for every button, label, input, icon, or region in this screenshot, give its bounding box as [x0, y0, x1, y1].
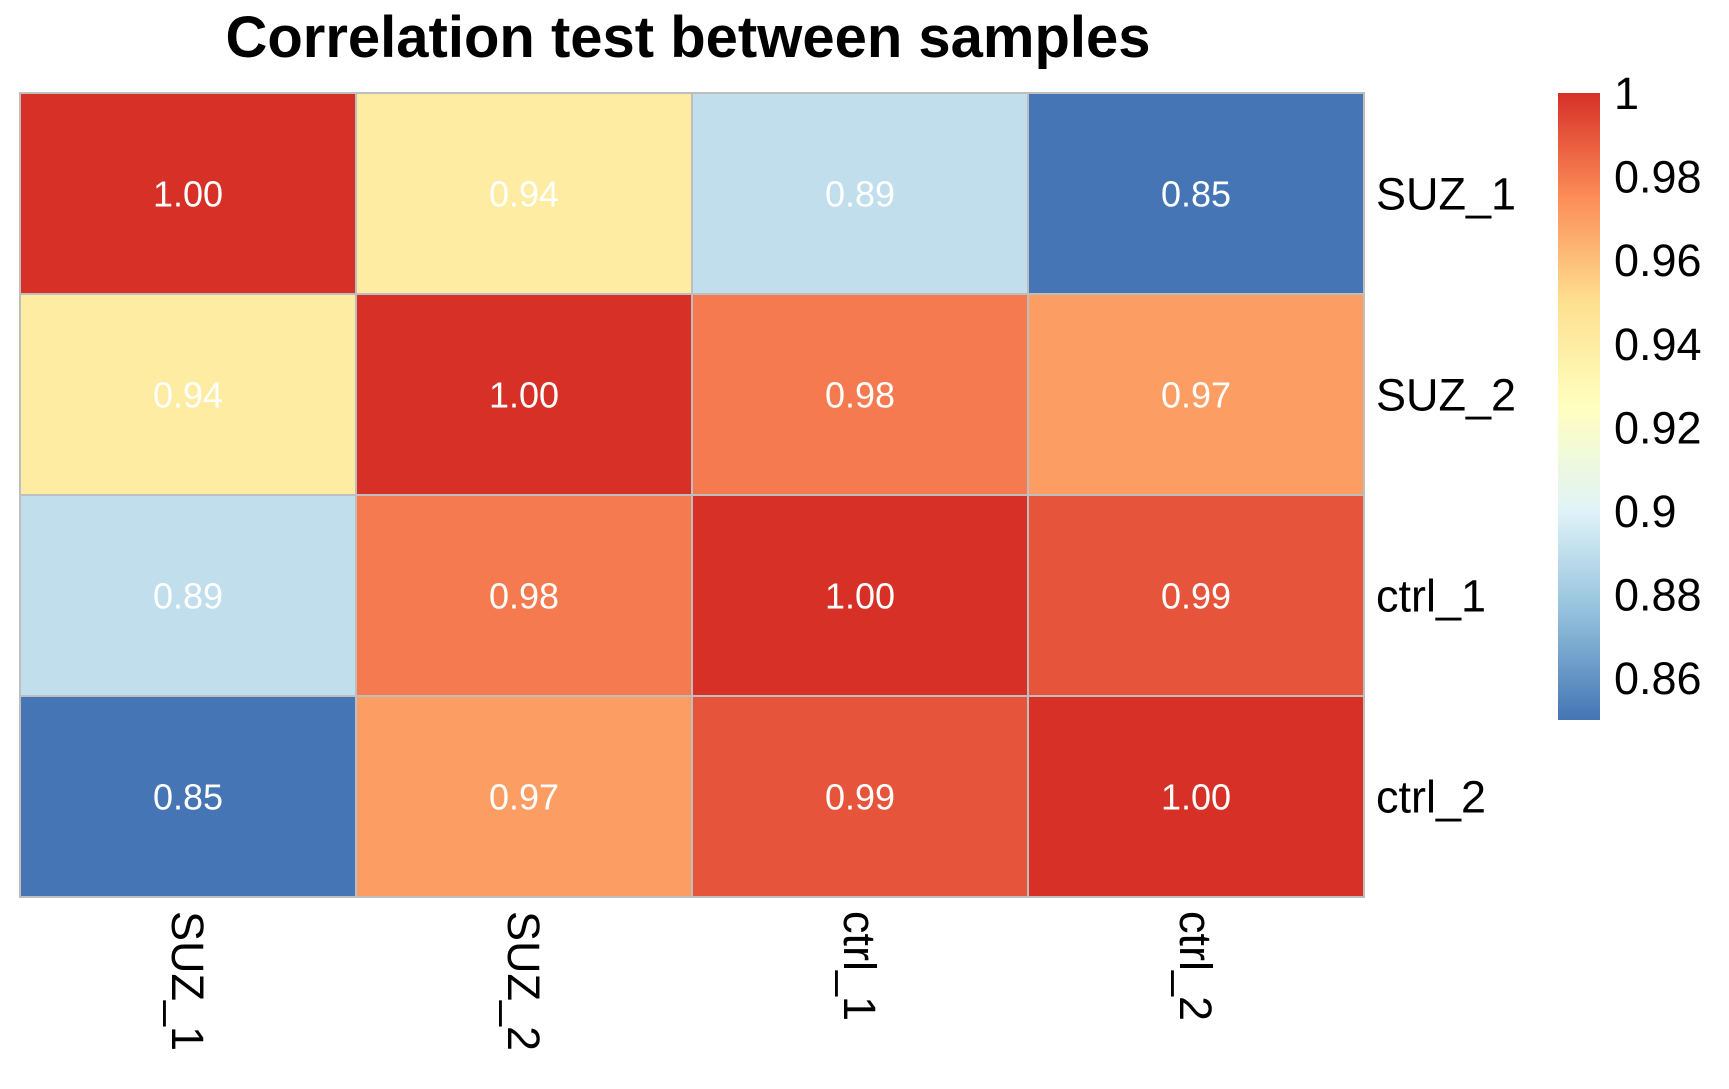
- legend-tick-label: 0.86: [1614, 653, 1702, 704]
- row-label: ctrl_2: [1376, 772, 1486, 823]
- heatmap-cell: [19, 92, 357, 295]
- heatmap-cell: [691, 695, 1029, 898]
- cell-value-label: 0.94: [153, 375, 223, 416]
- cell-value-label: 0.94: [489, 174, 559, 215]
- cell-value-label: 0.97: [489, 777, 559, 818]
- cell-value-label: 0.98: [489, 576, 559, 617]
- column-label: ctrl_1: [834, 911, 885, 1021]
- legend-tick-label: 0.9: [1614, 486, 1677, 537]
- cell-value-label: 1.00: [1161, 777, 1231, 818]
- heatmap-cell: [1027, 293, 1365, 496]
- legend-tick-label: 0.92: [1614, 402, 1702, 453]
- legend-tick-label: 0.88: [1614, 570, 1702, 621]
- row-label: ctrl_1: [1376, 571, 1486, 622]
- legend-tick-label: 0.94: [1614, 319, 1702, 370]
- row-label: SUZ_2: [1376, 370, 1516, 421]
- heatmap-cell: [1027, 494, 1365, 697]
- heatmap-cell: [355, 92, 693, 295]
- row-label: SUZ_1: [1376, 169, 1516, 220]
- chart-title: Correlation test between samples: [225, 5, 1150, 70]
- heatmap-cell: [1027, 695, 1365, 898]
- heatmap-cell: [1027, 92, 1365, 295]
- legend-tick-label: 0.98: [1614, 152, 1702, 203]
- heatmap-cells: 1.00 0.94 0.89 0.85 0.94 1.00 0.98 0.97 0.89 0.98…: [19, 92, 1365, 898]
- cell-value-label: 0.85: [1161, 174, 1231, 215]
- cell-value-label: 1.00: [489, 375, 559, 416]
- cell-value-label: 1.00: [825, 576, 895, 617]
- heatmap-cell: [355, 695, 693, 898]
- column-label: SUZ_1: [162, 911, 213, 1051]
- cell-value-label: 0.89: [825, 174, 895, 215]
- cell-value-label: 1.00: [153, 174, 223, 215]
- column-label: ctrl_2: [1170, 911, 1221, 1021]
- legend-tick-label: 0.96: [1614, 235, 1702, 286]
- heatmap-cell: [19, 293, 357, 496]
- column-label: SUZ_2: [498, 911, 549, 1051]
- row-labels: SUZ_1 SUZ_2 ctrl_1 ctrl_2: [1376, 169, 1516, 823]
- cell-value-label: 0.85: [153, 777, 223, 818]
- cell-value-label: 0.97: [1161, 375, 1231, 416]
- legend-tick-label: 1: [1614, 68, 1639, 119]
- cell-value-label: 0.99: [1161, 576, 1231, 617]
- color-legend: 1 0.98 0.96 0.94 0.92 0.9 0.88 0.86: [1558, 68, 1702, 720]
- heatmap-cell: [19, 695, 357, 898]
- cell-value-label: 0.98: [825, 375, 895, 416]
- legend-color-bar: [1558, 93, 1600, 720]
- cell-value-label: 0.89: [153, 576, 223, 617]
- heatmap-cell: [691, 92, 1029, 295]
- cell-value-label: 0.99: [825, 777, 895, 818]
- column-labels: SUZ_1 SUZ_2 ctrl_1 ctrl_2: [162, 911, 1221, 1051]
- heatmap-cell: [355, 293, 693, 496]
- heatmap-cell: [355, 494, 693, 697]
